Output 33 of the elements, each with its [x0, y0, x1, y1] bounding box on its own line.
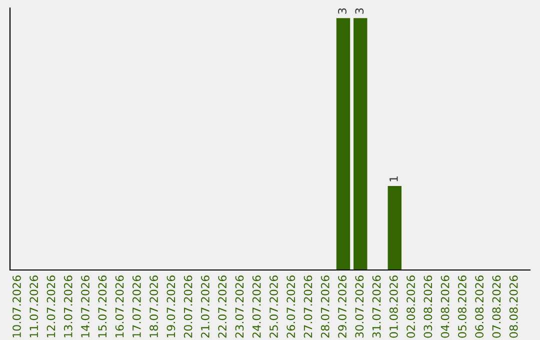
x-tick-label: 05.08.2026 — [458, 276, 466, 338]
data-label: 3 — [355, 8, 364, 14]
x-tick-label: 23.07.2026 — [235, 276, 244, 338]
x-tick-label: 26.07.2026 — [286, 276, 296, 338]
x-tick-label: 02.08.2026 — [406, 276, 416, 338]
x-tick-label: 14.07.2026 — [81, 276, 90, 338]
x-tick-label: 29.07.2026 — [338, 276, 346, 338]
x-tick-label: 04.08.2026 — [440, 276, 450, 338]
data-label: 3 — [338, 8, 346, 14]
x-tick-label: 27.07.2026 — [304, 276, 312, 338]
x-tick-label: 20.07.2026 — [184, 276, 192, 338]
x-tick-label: 03.08.2026 — [424, 276, 432, 338]
x-tick-label: 18.07.2026 — [150, 276, 158, 338]
x-tick-label: 07.08.2026 — [492, 276, 501, 338]
x-tick-label: 15.07.2026 — [98, 276, 107, 338]
x-tick-label: 30.07.2026 — [355, 276, 364, 338]
x-tick-label: 31.07.2026 — [372, 276, 381, 338]
x-tick-label: 16.07.2026 — [115, 276, 124, 338]
x-tick-label: 01.08.2026 — [389, 276, 398, 338]
data-label: 1 — [390, 176, 398, 182]
x-tick-label: 21.07.2026 — [200, 276, 210, 338]
x-tick-label: 06.08.2026 — [475, 276, 484, 338]
x-tick-label: 22.07.2026 — [218, 276, 227, 338]
x-tick-label: 11.07.2026 — [30, 276, 38, 338]
x-tick-label: 24.07.2026 — [252, 276, 261, 338]
x-tick-label: 08.08.2026 — [509, 276, 518, 338]
x-tick-label: 25.07.2026 — [270, 276, 278, 338]
x-tick-label: 13.07.2026 — [64, 276, 72, 338]
x-tick-label: 12.07.2026 — [46, 276, 56, 338]
x-tick-label: 10.07.2026 — [12, 276, 21, 338]
x-tick-label: 17.07.2026 — [132, 276, 141, 338]
x-tick-label: 28.07.2026 — [320, 276, 330, 338]
x-tick-label: 19.07.2026 — [166, 276, 176, 338]
